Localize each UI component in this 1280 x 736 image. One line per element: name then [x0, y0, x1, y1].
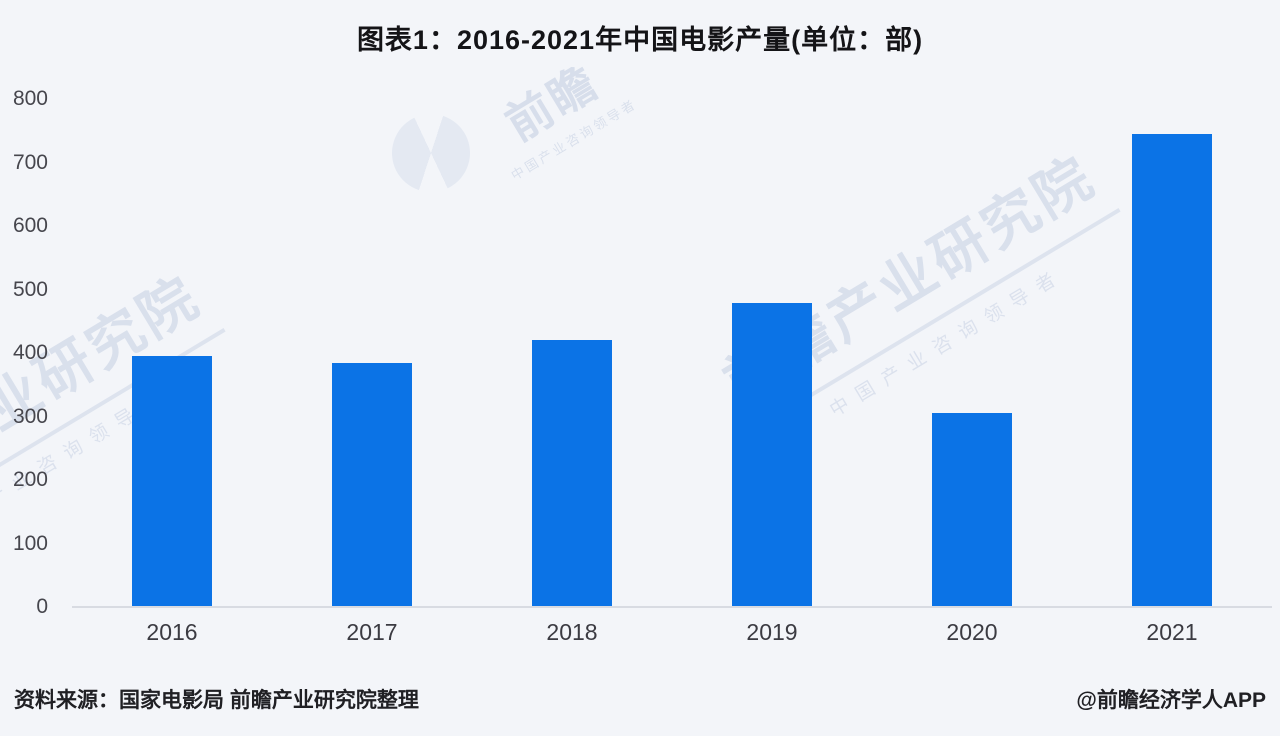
x-tick-label: 2019 — [746, 619, 798, 645]
y-tick-label: 300 — [12, 404, 48, 428]
y-tick-label: 700 — [12, 150, 48, 174]
y-tick-label: 800 — [12, 87, 48, 110]
x-tick-label: 2018 — [546, 619, 598, 645]
y-tick-label: 600 — [12, 214, 48, 237]
y-tick-label: 0 — [36, 595, 48, 618]
bar-2016 — [132, 356, 212, 607]
x-tick-label: 2016 — [146, 619, 198, 645]
chart-title: 图表1：2016-2021年中国电影产量(单位：部) — [356, 25, 924, 55]
y-tick-label: 100 — [12, 531, 48, 555]
x-tick-label: 2017 — [346, 619, 398, 645]
x-tick-label: 2021 — [1146, 619, 1198, 645]
bar-2019 — [732, 303, 812, 607]
bar-2021 — [1132, 133, 1212, 607]
x-axis-line — [72, 606, 1272, 608]
y-tick-label: 200 — [12, 468, 48, 491]
x-tick-label: 2020 — [946, 619, 998, 645]
bar-2018 — [532, 339, 612, 607]
source-note: 资料来源：国家电影局 前瞻产业研究院整理 — [14, 689, 419, 712]
y-tick-label: 500 — [12, 277, 48, 301]
bar-2017 — [332, 362, 412, 607]
credit-note: @前瞻经济学人APP — [1076, 689, 1266, 712]
bar-2020 — [932, 413, 1012, 607]
y-tick-label: 400 — [12, 341, 48, 364]
